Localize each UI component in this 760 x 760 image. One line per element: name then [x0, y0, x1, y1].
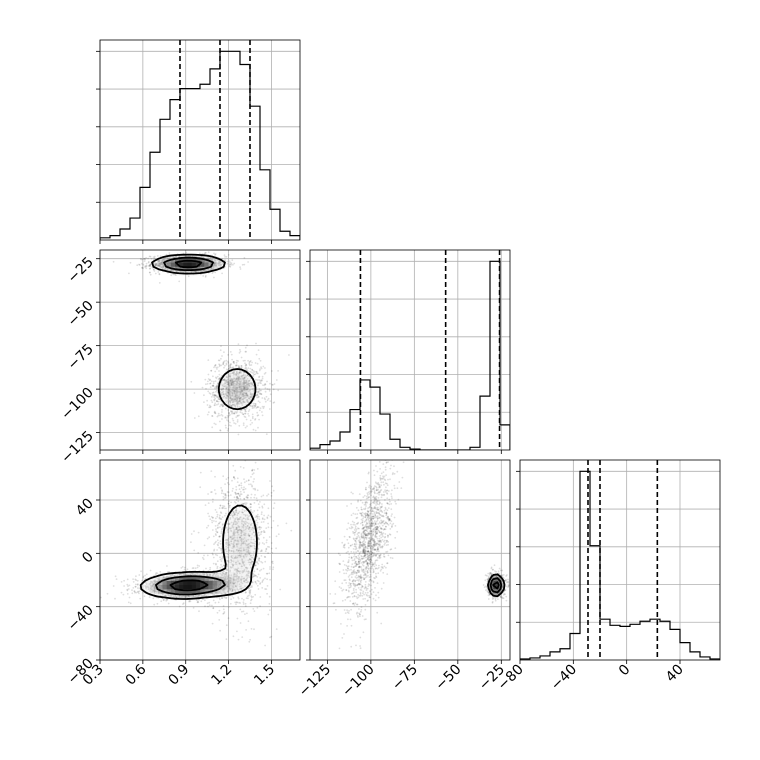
y-tick-label-1-1: −100 — [58, 385, 97, 424]
x-tick-label-1-0: −125 — [296, 662, 335, 701]
y-tick-label-1-0: −125 — [58, 428, 97, 467]
contour-0-1-0 — [151, 253, 257, 411]
histogram-panel-1 — [306, 249, 511, 451]
x-tick-label-2-1: −40 — [548, 662, 580, 694]
y-tick-label-1-2: −75 — [65, 341, 97, 373]
x-tick-label-2-2: 0 — [616, 662, 634, 680]
y-tick-label-2-3: 40 — [73, 496, 97, 520]
x-tick-label-1-2: −75 — [389, 662, 421, 694]
contour-0-2-1 — [155, 575, 226, 596]
histogram-panel-0 — [96, 39, 301, 241]
contour-0-2-0 — [139, 504, 258, 600]
joint-panel-0-1 — [99, 249, 301, 451]
y-tick-label-1-3: −50 — [65, 298, 97, 330]
x-tick-label-0-3: 1.2 — [208, 662, 235, 689]
y-tick-label-2-2: 0 — [79, 549, 97, 567]
y-tick-label-1-4: −25 — [65, 254, 97, 286]
contour-1-2-2 — [492, 581, 500, 590]
histogram-step-2 — [520, 470, 720, 660]
sample-points-0-1 — [112, 251, 290, 436]
joint-panel-0-2 — [99, 459, 301, 661]
contour-1-2-1 — [489, 577, 503, 594]
y-tick-label-2-1: −40 — [65, 602, 97, 634]
contour-0-1-1 — [163, 256, 214, 272]
joint-panel-1-2 — [309, 459, 511, 661]
histogram-step-1 — [310, 260, 510, 450]
histogram-step-0 — [100, 50, 300, 240]
x-tick-label-0-1: 0.6 — [123, 661, 150, 688]
contour-1-2-0 — [487, 573, 506, 598]
x-tick-label-2-3: 40 — [663, 662, 687, 686]
x-tick-label-1-1: −100 — [339, 662, 378, 701]
contour-0-1-2 — [174, 259, 203, 269]
sample-points-1-2 — [328, 460, 510, 660]
contour-0-2-2 — [169, 579, 209, 592]
x-tick-label-0-4: 1.5 — [251, 662, 278, 689]
density-fill-0-2 — [137, 501, 259, 598]
x-tick-label-1-3: −50 — [432, 662, 464, 694]
histogram-panel-2 — [516, 459, 721, 661]
x-tick-label-0-2: 0.9 — [165, 662, 192, 689]
